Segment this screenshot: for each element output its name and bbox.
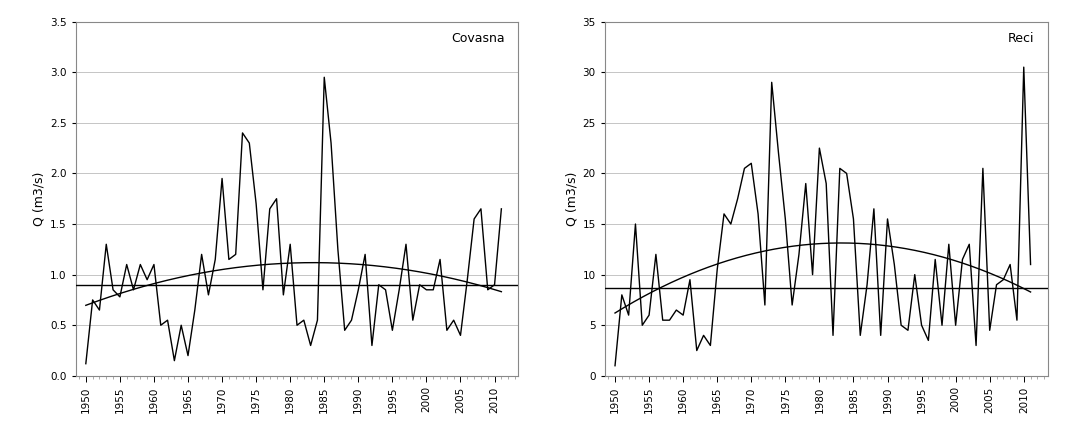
Y-axis label: Q (m3/s): Q (m3/s)	[565, 172, 579, 226]
Y-axis label: Q (m3/s): Q (m3/s)	[32, 172, 45, 226]
Text: Covasna: Covasna	[451, 32, 505, 45]
Text: Reci: Reci	[1008, 32, 1035, 45]
